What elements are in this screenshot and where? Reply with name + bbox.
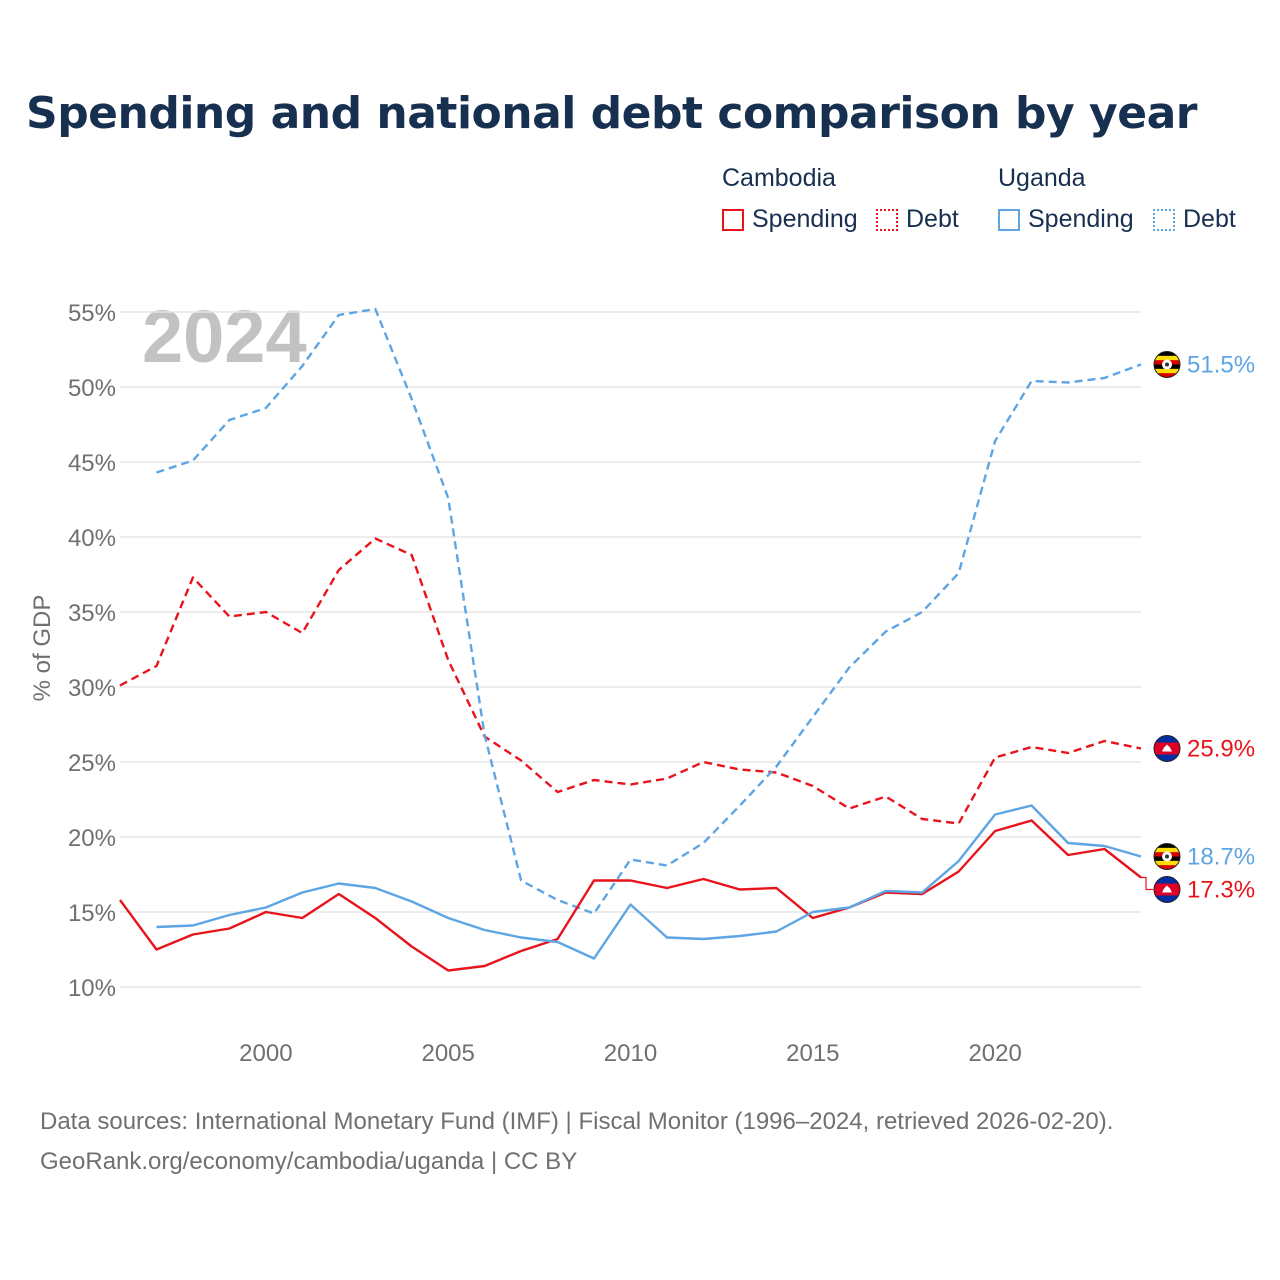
series-lines [119,307,1142,972]
x-tick-label-2005: 2005 [421,1040,474,1067]
legend-item-uganda-spending[interactable]: Spending [998,205,1134,234]
series-line-uganda-debt[interactable] [156,307,1142,915]
y-tick-label-15: 15% [68,900,116,927]
legend-group-cambodia: Cambodia [722,164,836,192]
legend-label-uganda-debt: Debt [1183,205,1236,233]
end-label-cambodia-debt: 25.9% [1187,736,1255,763]
x-tick-label-2010: 2010 [604,1040,657,1067]
x-tick-label-2000: 2000 [239,1040,292,1067]
y-axis-label: % of GDP [29,595,56,702]
x-tick-label-2015: 2015 [786,1040,839,1067]
series-line-uganda-spending[interactable] [156,804,1142,960]
legend-solid-swatch-blue [998,208,1020,231]
end-labels: 51.5% 25.9% 18.7% 17.3% [1141,351,1255,904]
end-label-uganda-debt: 51.5% [1187,352,1255,379]
y-tick-label-55: 55% [68,300,116,327]
legend-item-cambodia-spending[interactable]: Spending [722,205,858,234]
year-watermark: 2024 [142,295,307,378]
legend-group-uganda: Uganda [998,164,1086,192]
uganda-flag-icon [1153,351,1181,378]
x-tick-label-2020: 2020 [968,1040,1021,1067]
chart-title: Spending and national debt comparison by… [26,88,1197,139]
y-tick-label-30: 30% [68,675,116,702]
gridlines [120,311,1141,988]
legend-dotted-swatch-blue [1153,208,1175,231]
series-line-cambodia-spending[interactable] [119,819,1142,972]
data-source-note: Data sources: International Monetary Fun… [40,1108,1114,1135]
axes: 10% 15% 20% 25% 30% 35% 40% 45% 50% 55% 2000 2005 20… [68,300,1022,1067]
legend-dotted-swatch-red [876,208,898,231]
y-tick-label-25: 25% [68,750,116,777]
y-tick-label-45: 45% [68,450,116,477]
legend-label-uganda-spending: Spending [1028,205,1134,233]
credit-note[interactable]: GeoRank.org/economy/cambodia/uganda | CC… [40,1148,578,1175]
y-tick-label-10: 10% [68,975,116,1002]
cambodia-flag-icon [1153,735,1181,762]
legend-item-uganda-debt[interactable]: Debt [1153,205,1236,234]
y-tick-label-40: 40% [68,525,116,552]
legend-item-cambodia-debt[interactable]: Debt [876,205,959,234]
y-tick-label-50: 50% [68,375,116,402]
cambodia-flag-icon [1153,876,1181,903]
end-label-uganda-spending: 18.7% [1187,844,1255,871]
legend-solid-swatch-red [722,208,744,231]
y-tick-label-20: 20% [68,825,116,852]
y-tick-label-35: 35% [68,600,116,627]
series-line-cambodia-debt[interactable] [119,537,1142,825]
legend-label-cambodia-debt: Debt [906,205,959,233]
legend-label-cambodia-spending: Spending [752,205,858,233]
uganda-flag-icon [1153,843,1181,870]
end-label-cambodia-spending: 17.3% [1187,877,1255,904]
label-leader-cambodia-spending [1141,876,1153,891]
